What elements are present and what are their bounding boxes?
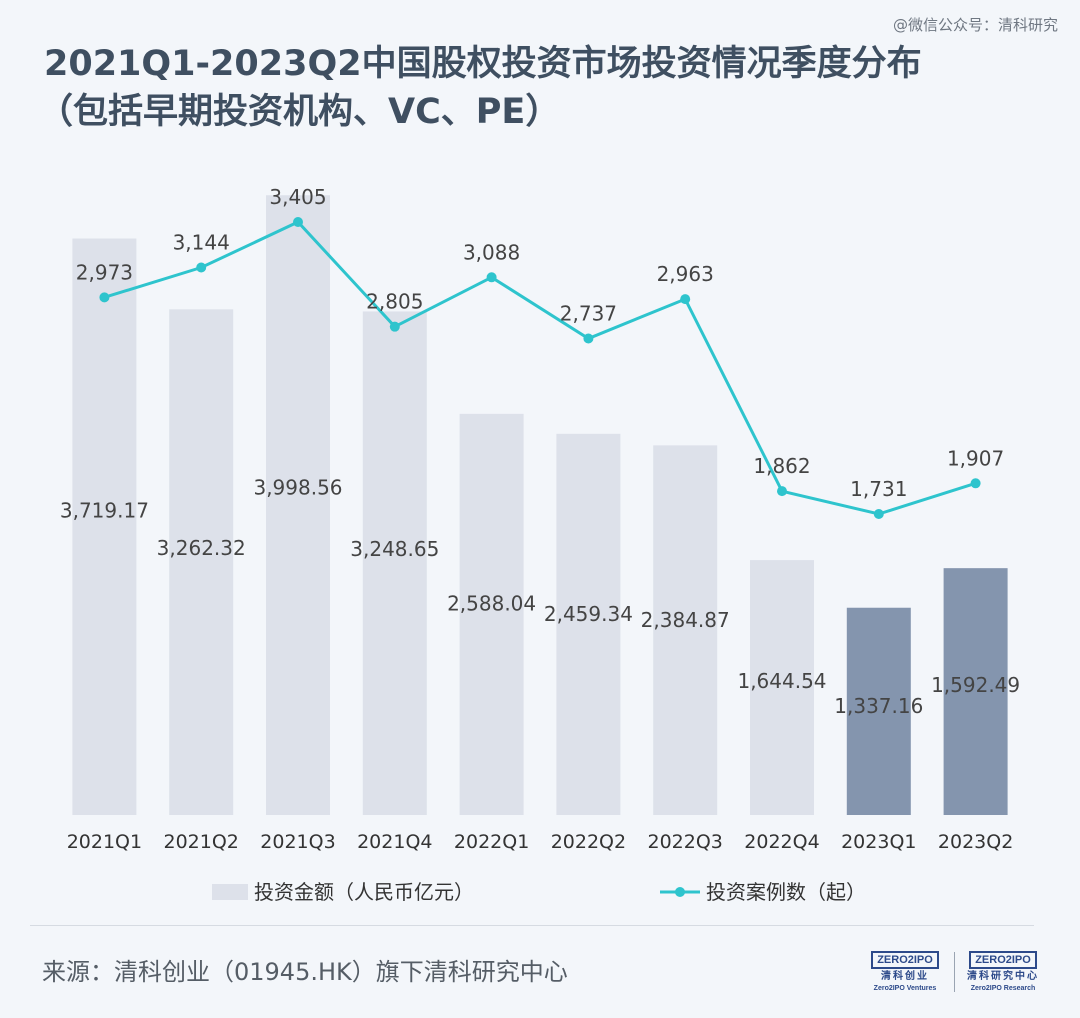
category-label: 2021Q3 bbox=[260, 831, 335, 853]
bar-value-label: 1,644.54 bbox=[737, 669, 826, 693]
bar bbox=[72, 238, 137, 815]
legend-bar-swatch bbox=[212, 884, 248, 900]
line-value-label: 3,088 bbox=[463, 240, 520, 264]
bar-value-label: 1,592.49 bbox=[931, 673, 1020, 697]
logo-cn: 清科创业 bbox=[881, 971, 929, 982]
category-label: 2022Q4 bbox=[744, 831, 819, 853]
logo-en: Zero2IPO Ventures bbox=[873, 985, 937, 992]
chart-title: 2021Q1-2023Q2中国股权投资市场投资情况季度分布 （包括早期投资机构、… bbox=[38, 40, 1044, 136]
line-point bbox=[99, 292, 110, 303]
line-value-label: 2,963 bbox=[657, 262, 714, 286]
bar-value-label: 3,998.56 bbox=[253, 476, 342, 500]
legend-line-marker bbox=[675, 887, 685, 897]
category-label: 2021Q4 bbox=[357, 831, 432, 853]
line-point bbox=[777, 486, 787, 497]
bar-value-label: 2,588.04 bbox=[447, 591, 536, 615]
logo-cn: 清科研究中心 bbox=[967, 971, 1039, 982]
bar bbox=[943, 568, 1008, 815]
line-value-label: 2,805 bbox=[366, 290, 423, 314]
line-point bbox=[583, 333, 594, 344]
divider bbox=[30, 925, 1034, 926]
bar bbox=[653, 445, 718, 815]
line-value-label: 2,737 bbox=[560, 302, 617, 326]
line-point bbox=[970, 478, 981, 489]
legend-bar-label: 投资金额（人民币亿元） bbox=[254, 880, 474, 904]
category-label: 2022Q2 bbox=[551, 831, 626, 853]
logo-mark: ZERO2IPO bbox=[871, 951, 939, 969]
bar-value-label: 2,384.87 bbox=[641, 608, 730, 632]
bar bbox=[846, 607, 911, 815]
category-label: 2023Q2 bbox=[938, 831, 1013, 853]
category-label: 2022Q1 bbox=[454, 831, 529, 853]
bar bbox=[266, 195, 330, 815]
watermark: @微信公众号：清科研究 bbox=[892, 16, 1058, 34]
logo-mark: ZERO2IPO bbox=[969, 951, 1037, 969]
chart-svg: 3,719.17 3,262.32 3,998.56 3,248.65 2,588.04… bbox=[60, 185, 1020, 904]
line-point bbox=[873, 509, 884, 519]
zero2ipo-ventures-logo: ZERO2IPO 清科创业 Zero2IPO Ventures bbox=[866, 948, 944, 993]
bar-value-label: 3,262.32 bbox=[157, 536, 246, 560]
line-point bbox=[196, 262, 207, 273]
bar bbox=[556, 433, 621, 815]
category-label: 2023Q1 bbox=[841, 831, 916, 853]
source-text: 来源：清科创业（01945.HK）旗下清科研究中心 bbox=[42, 958, 568, 986]
line-point bbox=[486, 272, 497, 283]
bar bbox=[750, 560, 814, 815]
zero2ipo-research-logo: ZERO2IPO 清科研究中心 Zero2IPO Research bbox=[964, 948, 1042, 993]
line-value-label: 2,973 bbox=[76, 260, 133, 284]
line-series bbox=[103, 220, 977, 516]
logo-en: Zero2IPO Research bbox=[970, 985, 1036, 992]
category-label: 2022Q3 bbox=[647, 831, 722, 853]
category-label: 2021Q1 bbox=[67, 831, 142, 853]
bar bbox=[169, 309, 234, 815]
title-line-1: 2021Q1-2023Q2中国股权投资市场投资情况季度分布 bbox=[44, 44, 922, 84]
logos: ZERO2IPO 清科创业 Zero2IPO Ventures ZERO2IPO… bbox=[866, 948, 1046, 998]
line-value-label: 1,862 bbox=[753, 454, 810, 478]
legend-line-label: 投资案例数（起） bbox=[706, 880, 866, 904]
line-value-label: 3,405 bbox=[269, 185, 326, 209]
line-point bbox=[680, 294, 691, 305]
bar-value-label: 3,248.65 bbox=[350, 537, 439, 561]
logo-separator bbox=[954, 952, 955, 992]
bar-value-label: 2,459.34 bbox=[544, 602, 633, 626]
bar bbox=[362, 311, 427, 815]
line-value-label: 1,907 bbox=[947, 446, 1004, 470]
category-label: 2021Q2 bbox=[163, 831, 238, 853]
line-value-label: 3,144 bbox=[173, 231, 230, 255]
title-line-2: （包括早期投资机构、VC、PE） bbox=[38, 92, 561, 132]
line-value-label: 1,731 bbox=[850, 477, 907, 501]
bar-value-label: 1,337.16 bbox=[834, 694, 923, 718]
bar-value-label: 3,719.17 bbox=[60, 498, 149, 522]
line-point bbox=[389, 321, 400, 332]
bar bbox=[459, 413, 524, 815]
line-point bbox=[293, 217, 303, 227]
